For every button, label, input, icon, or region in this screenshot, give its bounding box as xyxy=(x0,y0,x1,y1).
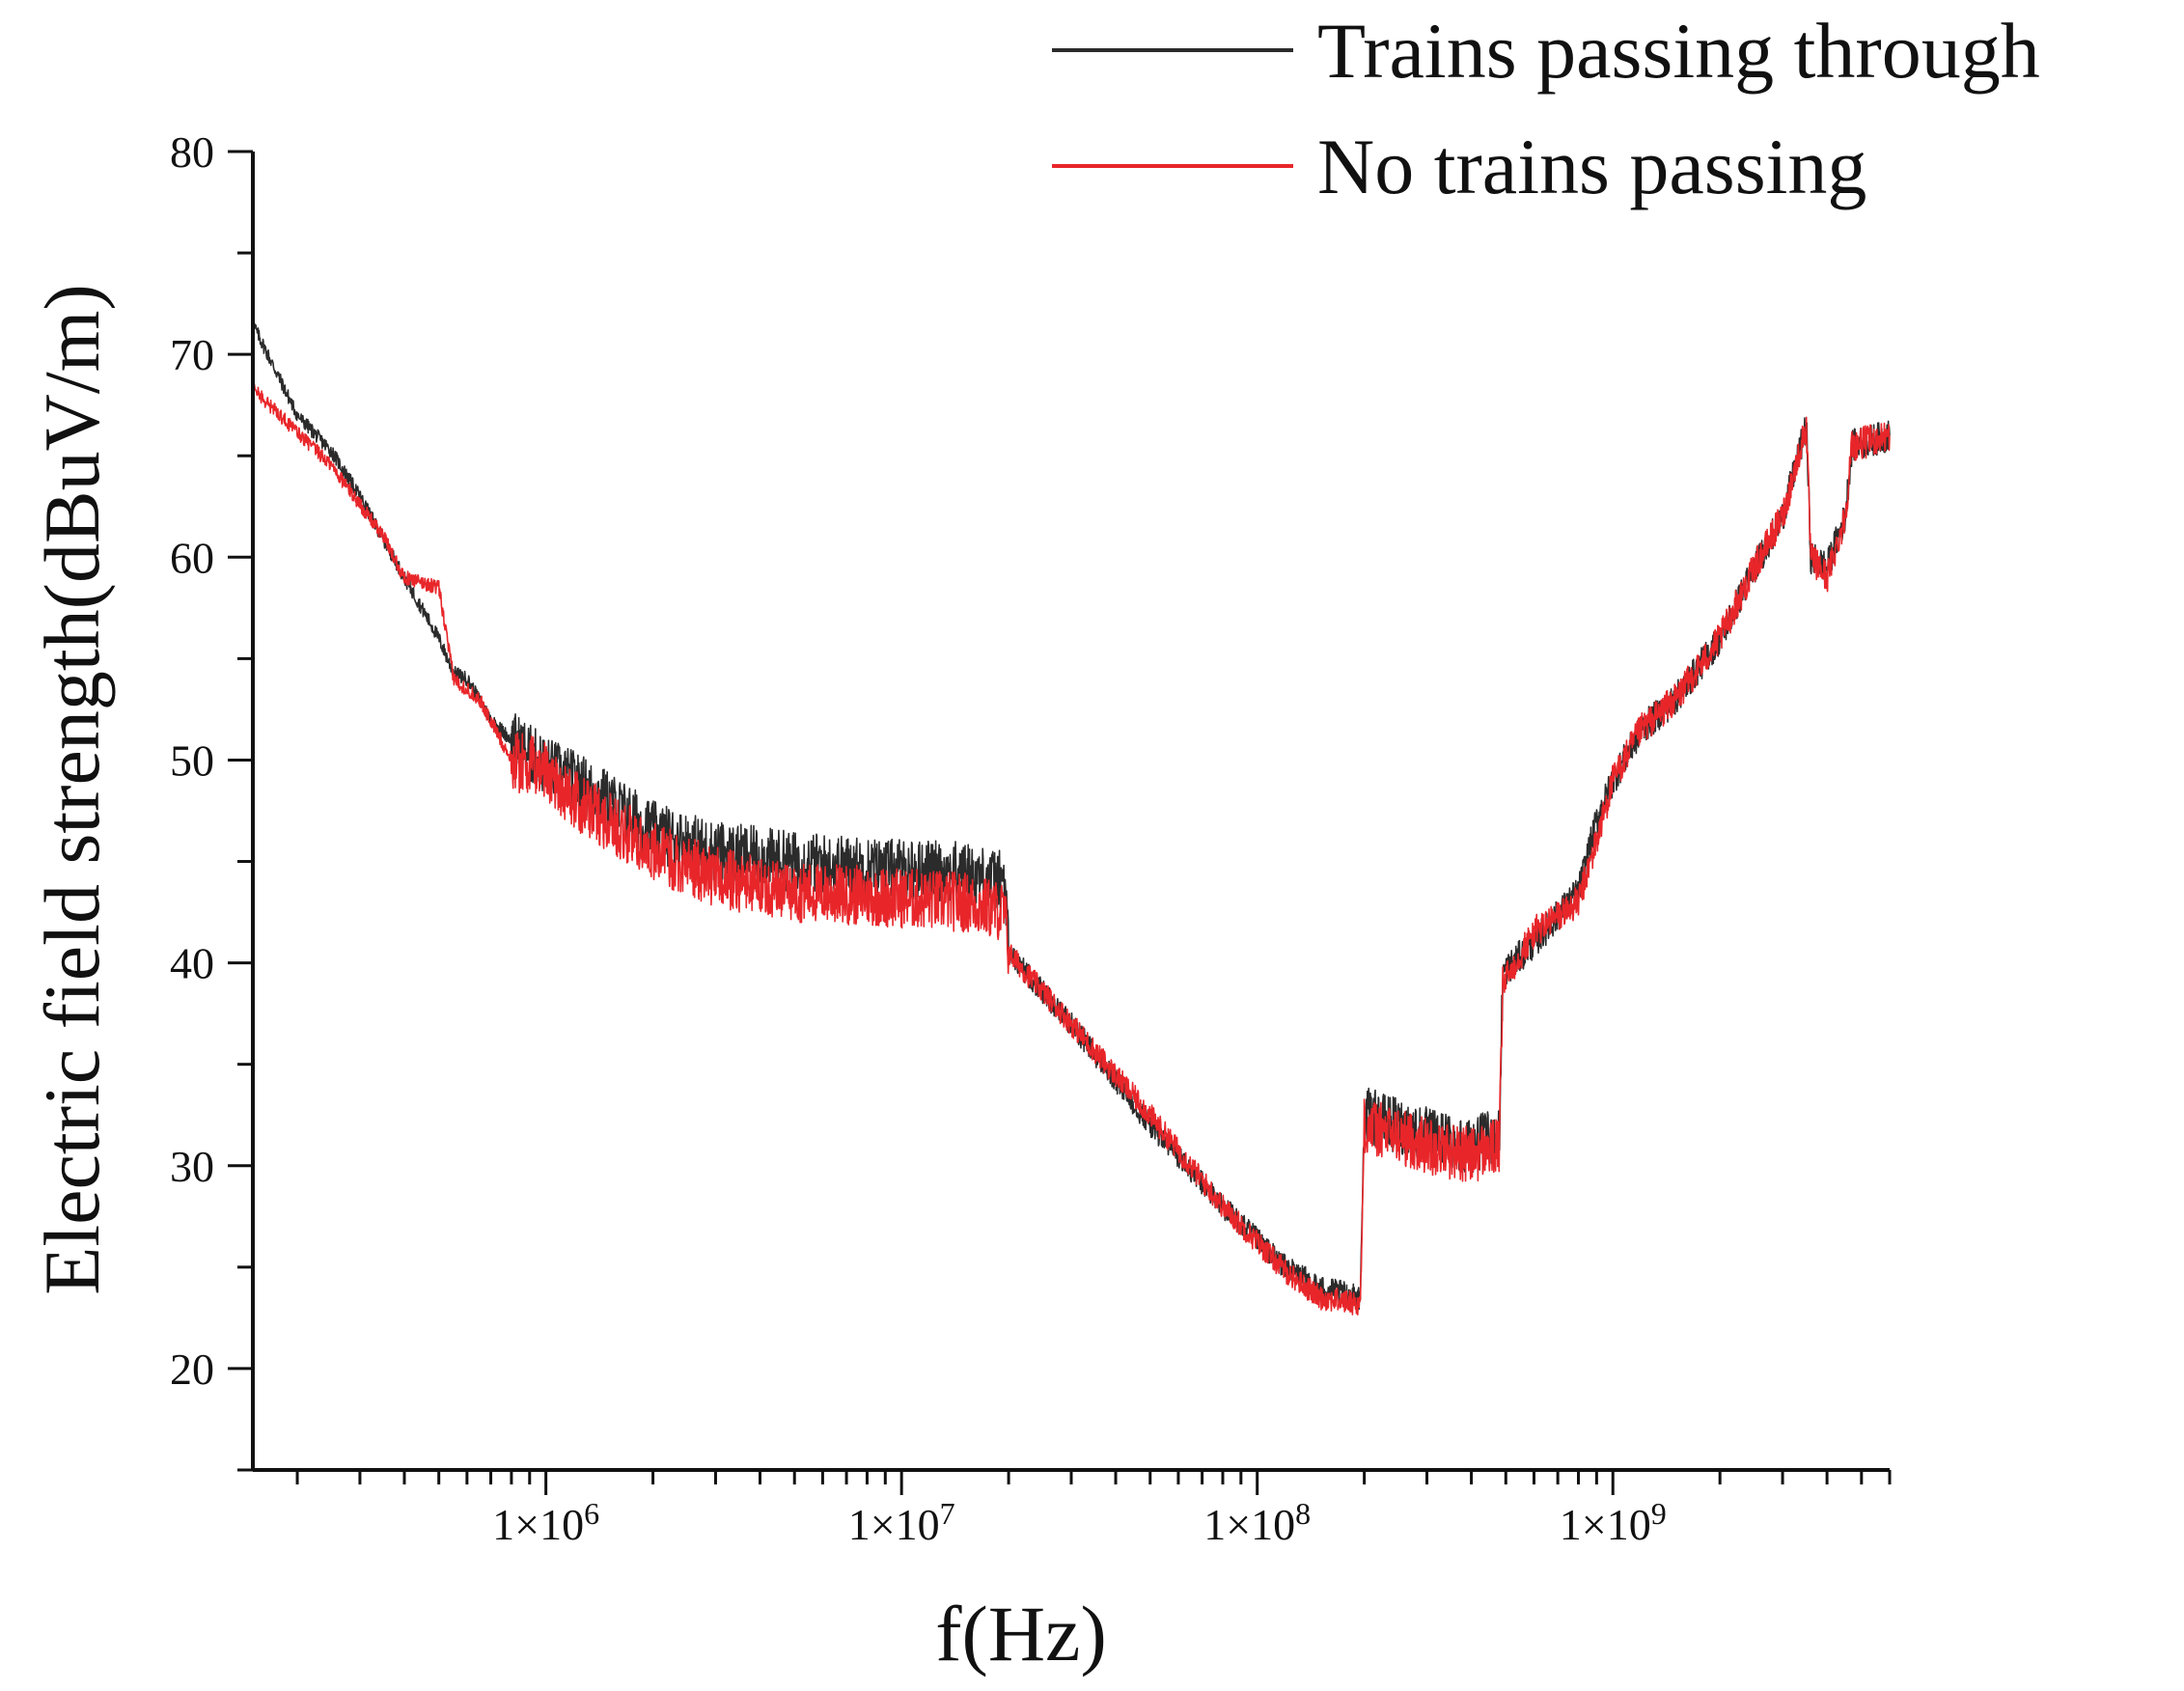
x-tick-exponent: 9 xyxy=(1651,1496,1667,1531)
series-line-trains-passing xyxy=(252,322,1891,1310)
legend-label-trains-passing: Trains passing through xyxy=(1317,7,2040,95)
x-tick-exponent: 6 xyxy=(584,1496,599,1531)
y-tick-label: 30 xyxy=(170,1142,214,1191)
x-tick-label: 1×109 xyxy=(1560,1496,1667,1549)
legend-label-no-trains: No trains passing xyxy=(1317,123,1866,210)
series-line-no-trains xyxy=(252,382,1891,1316)
x-tick-label: 1×106 xyxy=(492,1496,599,1549)
y-tick-label: 70 xyxy=(170,330,214,379)
axes-layer: 20 30 40 50 60 70 80 1×106 1×107 1×108 1×109 xyxy=(170,127,1892,1549)
x-tick-exponent: 7 xyxy=(940,1496,955,1531)
x-tick-label: 1×108 xyxy=(1203,1496,1311,1549)
x-axis-title: f(Hz) xyxy=(935,1590,1107,1677)
y-tick-label: 20 xyxy=(170,1344,214,1394)
y-tick-label: 50 xyxy=(170,735,214,785)
y-tick-label: 40 xyxy=(170,939,214,988)
y-axis-title: Electric field strength(dBuV/m) xyxy=(28,284,116,1294)
x-tick-exponent: 8 xyxy=(1295,1496,1311,1531)
y-tick-label: 80 xyxy=(170,127,214,177)
x-tick-label: 1×107 xyxy=(848,1496,955,1549)
series-layer xyxy=(252,322,1891,1316)
legend: Trains passing through No trains passing xyxy=(1052,7,2040,210)
y-tick-label: 60 xyxy=(170,533,214,582)
